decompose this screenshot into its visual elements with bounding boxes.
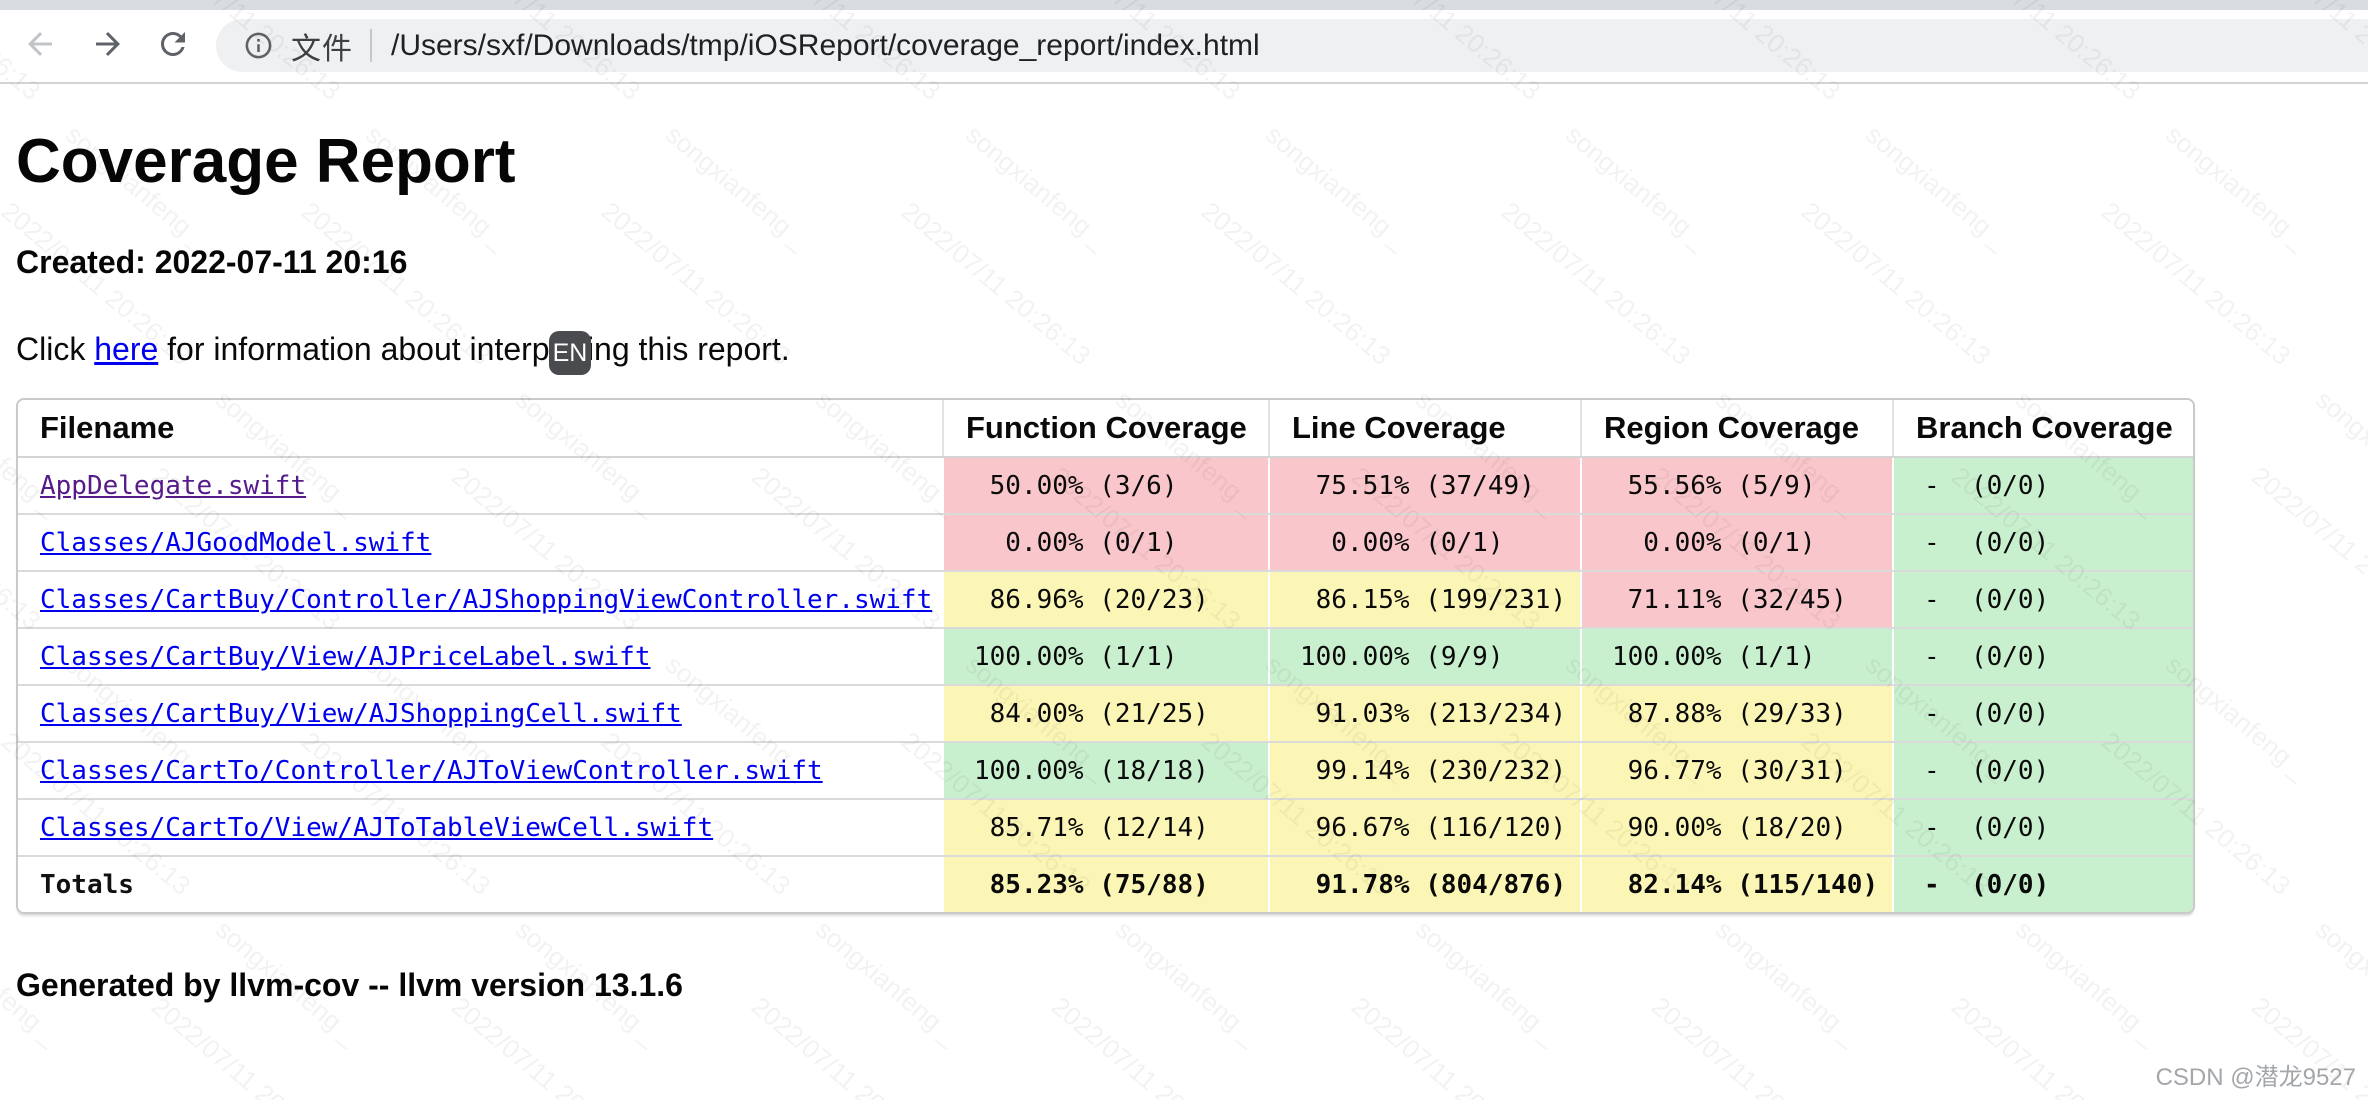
branch-coverage-cell: - (0/0): [1892, 856, 2193, 913]
function-coverage-cell: 50.00% (3/6): [942, 457, 1269, 516]
en-input-badge: EN: [549, 331, 591, 375]
reload-icon: [155, 26, 191, 67]
function-coverage-cell: 100.00% (18/18): [942, 742, 1269, 801]
branch-coverage-cell: - (0/0): [1892, 514, 2193, 573]
back-button[interactable]: [18, 24, 62, 68]
region-coverage-cell: 87.88% (29/33): [1580, 685, 1893, 744]
function-coverage-cell: 0.00% (0/1): [942, 514, 1269, 573]
filename-cell: AppDelegate.swift: [18, 457, 943, 516]
function-coverage-cell: 85.71% (12/14): [942, 799, 1269, 858]
filename-cell: Classes/CartBuy/View/AJPriceLabel.swift: [18, 628, 943, 687]
info-line: Click here for information about interpr…: [16, 331, 2352, 368]
region-coverage-cell: 0.00% (0/1): [1580, 514, 1893, 573]
csdn-watermark: CSDN @潜龙9527: [2155, 1064, 2356, 1091]
reload-button[interactable]: [151, 24, 195, 68]
table-row: Classes/CartBuy/View/AJPriceLabel.swift 1…: [18, 628, 2193, 687]
filename-link[interactable]: Classes/CartBuy/View/AJPriceLabel.swift: [40, 641, 651, 672]
branch-coverage-cell: - (0/0): [1892, 685, 2193, 744]
table-row: Totals 85.23% (75/88) 91.78% (804/876) 8…: [18, 856, 2193, 913]
line-coverage-cell: 75.51% (37/49): [1268, 457, 1581, 516]
function-coverage-cell: 86.96% (20/23): [942, 571, 1269, 630]
branch-coverage-cell: - (0/0): [1892, 742, 2193, 801]
region-coverage-cell: 100.00% (1/1): [1580, 628, 1893, 687]
url-text: /Users/sxf/Downloads/tmp/iOSReport/cover…: [391, 28, 1260, 62]
forward-arrow-icon: [90, 26, 126, 67]
coverage-table-container: Filename Function Coverage Line Coverage Re…: [16, 398, 2195, 915]
filename-cell: Classes/AJGoodModel.swift: [18, 514, 943, 573]
region-coverage-cell: 55.56% (5/9): [1580, 457, 1893, 516]
table-header-row: Filename Function Coverage Line Coverage Re…: [18, 400, 2193, 459]
line-coverage-cell: 91.78% (804/876): [1268, 856, 1581, 913]
file-scheme-label: 文件: [291, 32, 353, 66]
region-coverage-cell: 96.77% (30/31): [1580, 742, 1893, 801]
column-header: Branch Coverage: [1892, 400, 2193, 459]
function-coverage-cell: 85.23% (75/88): [942, 856, 1269, 913]
tab-strip: [0, 0, 2368, 10]
table-row: Classes/CartTo/View/AJToTableViewCell.sw…: [18, 799, 2193, 858]
region-coverage-cell: 71.11% (32/45): [1580, 571, 1893, 630]
line-coverage-cell: 96.67% (116/120): [1268, 799, 1581, 858]
table-row: Classes/AJGoodModel.swift 0.00% (0/1) 0.…: [18, 514, 2193, 573]
filename-cell: Classes/CartBuy/View/AJShoppingCell.swif…: [18, 685, 943, 744]
filename-cell: Classes/CartTo/Controller/AJToViewContro…: [18, 742, 943, 801]
back-arrow-icon: [22, 26, 58, 67]
coverage-table: Filename Function Coverage Line Coverage Re…: [18, 400, 2193, 913]
info-line-prefix: Click: [16, 331, 95, 368]
table-row: Classes/CartBuy/View/AJShoppingCell.swif…: [18, 685, 2193, 744]
filename-cell: Classes/CartTo/View/AJToTableViewCell.sw…: [18, 799, 943, 858]
column-header: Filename: [18, 400, 943, 459]
table-row: Classes/CartBuy/Controller/AJShoppingVie…: [18, 571, 2193, 630]
browser-toolbar: 文件 /Users/sxf/Downloads/tmp/iOSReport/co…: [0, 10, 2368, 84]
info-line-suffix: for information about interpreting this …: [158, 331, 790, 368]
footer-text: Generated by llvm-cov -- llvm version 13…: [16, 967, 683, 1004]
created-text: Created: 2022-07-11 20:16: [16, 244, 408, 281]
branch-coverage-cell: - (0/0): [1892, 628, 2193, 687]
omnibox[interactable]: 文件 /Users/sxf/Downloads/tmp/iOSReport/co…: [216, 19, 2368, 72]
totals-label: Totals: [40, 869, 134, 900]
filename-link[interactable]: AppDelegate.swift: [40, 470, 307, 501]
line-coverage-cell: 86.15% (199/231): [1268, 571, 1581, 630]
column-header: Region Coverage: [1580, 400, 1893, 459]
line-coverage-cell: 99.14% (230/232): [1268, 742, 1581, 801]
table-row: AppDelegate.swift 50.00% (3/6) 75.51% (3…: [18, 457, 2193, 516]
line-coverage-cell: 91.03% (213/234): [1268, 685, 1581, 744]
column-header: Function Coverage: [942, 400, 1269, 459]
region-coverage-cell: 82.14% (115/140): [1580, 856, 1893, 913]
branch-coverage-cell: - (0/0): [1892, 571, 2193, 630]
info-icon[interactable]: [243, 30, 274, 61]
branch-coverage-cell: - (0/0): [1892, 799, 2193, 858]
here-link[interactable]: here: [94, 331, 159, 368]
filename-link[interactable]: Classes/CartTo/View/AJToTableViewCell.sw…: [40, 812, 714, 843]
filename-cell: Totals: [18, 856, 943, 913]
line-coverage-cell: 100.00% (9/9): [1268, 628, 1581, 687]
filename-link[interactable]: Classes/AJGoodModel.swift: [40, 527, 432, 558]
table-row: Classes/CartTo/Controller/AJToViewContro…: [18, 742, 2193, 801]
omnibox-separator: [370, 29, 372, 62]
branch-coverage-cell: - (0/0): [1892, 457, 2193, 516]
filename-link[interactable]: Classes/CartBuy/View/AJShoppingCell.swif…: [40, 698, 682, 729]
report-page: Coverage Report Created: 2022-07-11 20:1…: [0, 127, 2368, 1004]
function-coverage-cell: 100.00% (1/1): [942, 628, 1269, 687]
forward-button[interactable]: [86, 24, 130, 68]
function-coverage-cell: 84.00% (21/25): [942, 685, 1269, 744]
page-title: Coverage Report: [16, 127, 516, 196]
filename-cell: Classes/CartBuy/Controller/AJShoppingVie…: [18, 571, 943, 630]
filename-link[interactable]: Classes/CartTo/Controller/AJToViewContro…: [40, 755, 823, 786]
filename-link[interactable]: Classes/CartBuy/Controller/AJShoppingVie…: [40, 584, 933, 615]
region-coverage-cell: 90.00% (18/20): [1580, 799, 1893, 858]
column-header: Line Coverage: [1268, 400, 1581, 459]
line-coverage-cell: 0.00% (0/1): [1268, 514, 1581, 573]
